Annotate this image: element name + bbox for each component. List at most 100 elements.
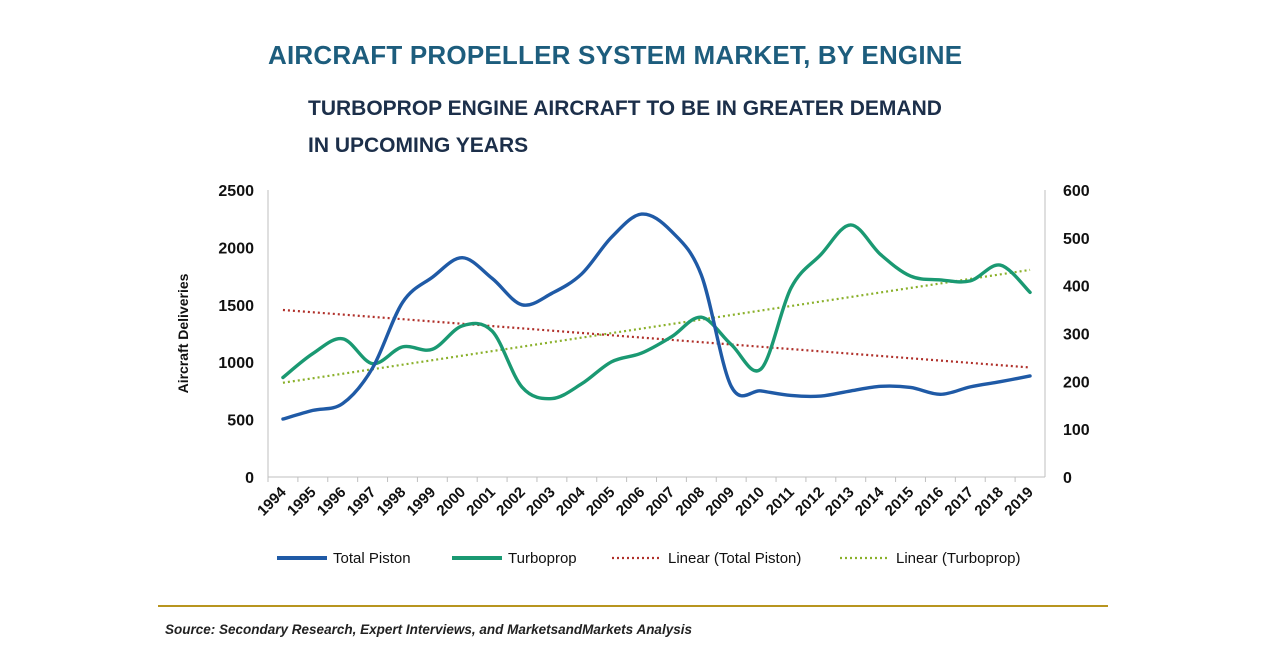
x-tick-label: 1997: [344, 484, 380, 520]
turboprop-data-point: [819, 253, 822, 256]
x-tick-label: 1998: [374, 484, 410, 520]
y-axis-title: Aircraft Deliveries: [175, 273, 191, 393]
turboprop-data-point: [849, 223, 852, 226]
chart-series: [281, 212, 1032, 421]
turboprop-trendline: [282, 268, 1031, 384]
piston-data-point: [819, 395, 822, 398]
piston-data-point: [521, 303, 524, 306]
piston-data-point: [491, 277, 494, 280]
piston-data-point: [670, 230, 673, 233]
y-tick-label-left: 0: [245, 470, 254, 487]
footer-divider: [158, 605, 1108, 607]
turboprop-data-point: [401, 345, 404, 348]
x-tick-label: 1999: [404, 484, 440, 520]
y-tick-label-right: 600: [1063, 183, 1090, 200]
chart-subtitle: TURBOPROP ENGINE AIRCRAFT TO BE IN GREAT…: [308, 97, 942, 157]
piston-data-point: [640, 213, 643, 216]
piston-data-point: [909, 386, 912, 389]
piston-data-point: [610, 236, 613, 239]
x-tick-label: 2007: [643, 484, 679, 520]
y-tick-label-right: 300: [1063, 327, 1090, 344]
turboprop-data-point: [879, 253, 882, 256]
turboprop-data-point: [939, 278, 942, 281]
x-tick-label: 2005: [583, 484, 619, 520]
x-tick-label: 2013: [822, 484, 858, 520]
piston-data-point: [849, 389, 852, 392]
x-tick-label: 2002: [493, 484, 529, 520]
piston-data-point: [550, 292, 553, 295]
legend-label: Total Piston: [333, 550, 411, 567]
turboprop-data-point: [999, 264, 1002, 267]
piston-data-point: [879, 385, 882, 388]
turboprop-data-point: [700, 316, 703, 319]
turboprop-data-point: [640, 352, 643, 355]
turboprop-data-point: [610, 360, 613, 363]
turboprop-data-point: [730, 343, 733, 346]
piston-data-point: [431, 276, 434, 279]
x-tick-label: 2010: [732, 484, 768, 520]
line-chart: 0 500 1000 1500 2000 2500 0 100 200 300 400 500 600 1…: [175, 183, 1090, 567]
chart-legend: Total Piston Turboprop Linear (Total Pisto…: [277, 550, 1021, 567]
y-tick-label-left: 500: [227, 413, 254, 430]
x-tick-label: 2004: [553, 483, 589, 519]
x-tick-label: 1995: [284, 484, 320, 520]
x-tick-label: 2006: [613, 484, 649, 520]
chart-title: AIRCRAFT PROPELLER SYSTEM MARKET, BY ENG…: [268, 40, 963, 70]
piston-data-point: [789, 394, 792, 397]
x-tick-label: 2008: [673, 484, 709, 520]
x-tick-label: 2018: [971, 484, 1007, 520]
piston-data-point: [969, 385, 972, 388]
piston-data-point: [730, 385, 733, 388]
turboprop-data-point: [281, 376, 284, 379]
piston-data-point: [999, 380, 1002, 383]
y-tick-label-right: 400: [1063, 279, 1090, 296]
turboprop-data-point: [789, 287, 792, 290]
turboprop-data-point: [580, 382, 583, 385]
turboprop-data-point: [311, 352, 314, 355]
piston-data-point: [1029, 374, 1032, 377]
turboprop-data-point: [461, 324, 464, 327]
legend-label: Linear (Total Piston): [668, 550, 801, 567]
turboprop-data-point: [670, 335, 673, 338]
x-tick-label: 2014: [852, 483, 888, 519]
x-tick-label: 1996: [314, 484, 350, 520]
piston-data-point: [580, 272, 583, 275]
piston-data-point: [700, 273, 703, 276]
turboprop-data-point: [521, 386, 524, 389]
y-tick-label-right: 200: [1063, 374, 1090, 391]
y-tick-label-left: 1000: [218, 355, 254, 372]
source-note: Source: Secondary Research, Expert Inter…: [165, 622, 692, 637]
x-tick-label: 2000: [433, 484, 469, 520]
turboprop-data-point: [760, 367, 763, 370]
piston-data-point: [939, 393, 942, 396]
turboprop-data-point: [341, 337, 344, 340]
x-tick-label: 2019: [1001, 484, 1037, 520]
turboprop-data-point: [491, 330, 494, 333]
piston-data-point: [371, 366, 374, 369]
legend-label: Turboprop: [508, 550, 577, 567]
legend-label: Linear (Turboprop): [896, 550, 1021, 567]
turboprop-data-point: [550, 397, 553, 400]
y-tick-label-right: 500: [1063, 231, 1090, 248]
x-tick-label: 2009: [702, 484, 738, 520]
piston-data-point: [401, 301, 404, 304]
x-tick-label: 2017: [941, 484, 977, 520]
x-tick-label: 2001: [463, 484, 499, 520]
x-tick-label: 2012: [792, 484, 828, 520]
piston-data-point: [281, 418, 284, 421]
piston-data-point: [341, 402, 344, 405]
x-tick-label: 2015: [882, 484, 918, 520]
piston-series-line: [281, 212, 1032, 421]
turboprop-data-point: [431, 348, 434, 351]
x-tick-label: 2011: [763, 484, 798, 519]
turboprop-data-point: [1029, 291, 1032, 294]
turboprop-series-line: [281, 223, 1032, 401]
y-tick-label-right: 0: [1063, 470, 1072, 487]
y-tick-label-right: 100: [1063, 422, 1090, 439]
x-tick-label: 2016: [912, 484, 948, 520]
turboprop-data-point: [909, 275, 912, 278]
chart-axes: 0 500 1000 1500 2000 2500 0 100 200 300 400 500 600 1…: [175, 183, 1090, 519]
turboprop-data-point: [969, 279, 972, 282]
piston-data-point: [311, 409, 314, 412]
y-tick-label-left: 2500: [218, 183, 254, 200]
